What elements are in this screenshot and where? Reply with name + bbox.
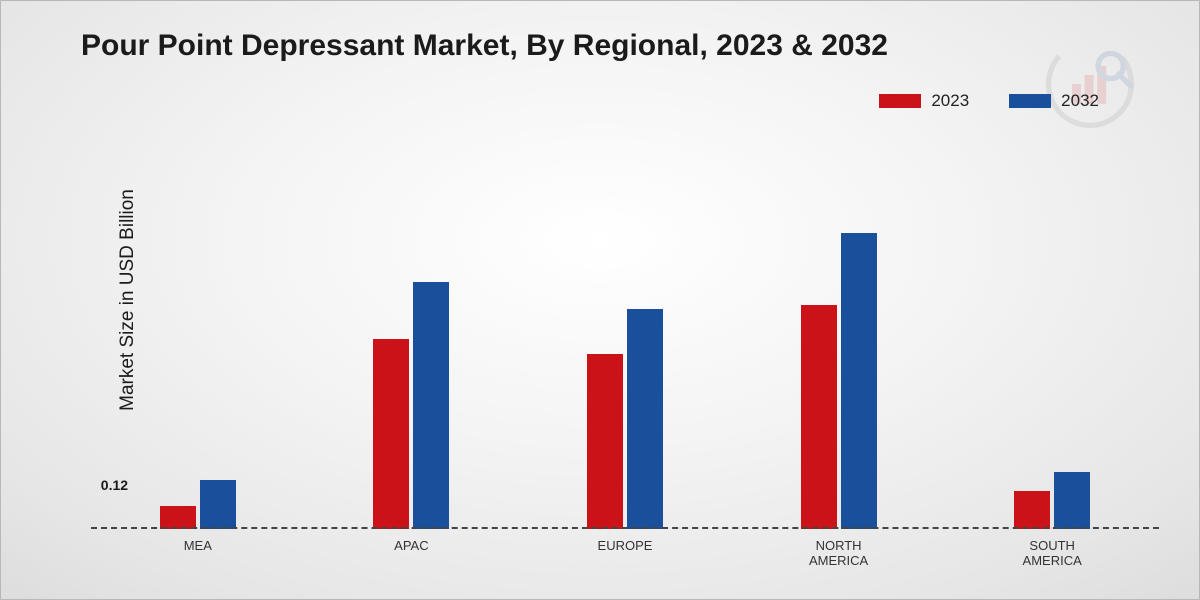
data-label: 0.12 [101,477,128,493]
bar-group [784,233,894,529]
bar-groups: 0.12 [91,151,1159,529]
x-axis-label: MEA [143,539,253,569]
bar [627,309,663,529]
x-axis-label: NORTH AMERICA [784,539,894,569]
legend: 2023 2032 [879,91,1099,111]
bar [587,354,623,529]
bar [1054,472,1090,529]
bar [841,233,877,529]
legend-label-2032: 2032 [1061,91,1099,111]
x-axis-label: SOUTH AMERICA [997,539,1107,569]
bar [413,282,449,529]
bar [160,506,196,529]
x-axis-label: EUROPE [570,539,680,569]
x-axis-labels: MEA APAC EUROPE NORTH AMERICA SOUTH AMERICA [91,539,1159,569]
x-axis-label: APAC [356,539,466,569]
legend-label-2023: 2023 [931,91,969,111]
bar-group: 0.12 [143,480,253,529]
legend-swatch-2032 [1009,94,1051,108]
bar-group [570,309,680,529]
plot-area: 0.12 [91,151,1159,529]
bar [1014,491,1050,529]
x-axis-baseline [91,527,1159,529]
legend-swatch-2023 [879,94,921,108]
bar [200,480,236,529]
legend-item-2023: 2023 [879,91,969,111]
bar [801,305,837,529]
watermark-logo [1045,39,1135,129]
bar [373,339,409,529]
legend-item-2032: 2032 [1009,91,1099,111]
bar-group [997,472,1107,529]
chart-title: Pour Point Depressant Market, By Regiona… [81,29,888,63]
bar-group [356,282,466,529]
